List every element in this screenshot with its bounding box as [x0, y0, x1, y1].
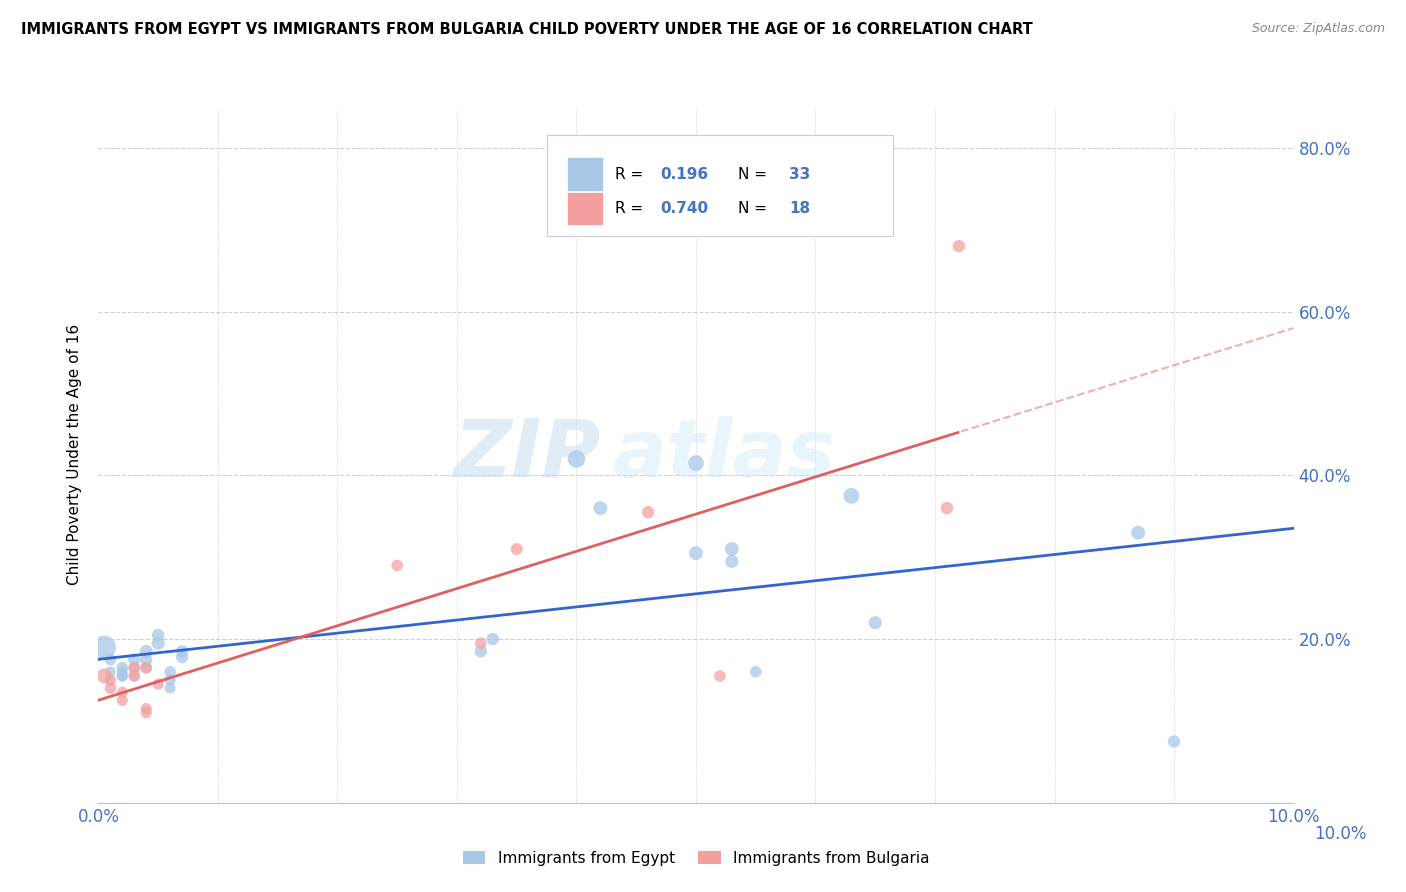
Point	[135, 706, 157, 720]
Point	[481, 632, 505, 646]
Text: R =: R =	[614, 202, 648, 216]
Point	[589, 501, 612, 516]
Point	[159, 681, 181, 696]
Text: 0.740: 0.740	[661, 202, 709, 216]
Point	[159, 673, 181, 687]
Point	[685, 456, 707, 470]
Text: atlas: atlas	[613, 416, 835, 494]
Text: ZIP: ZIP	[453, 416, 600, 494]
Point	[124, 669, 146, 683]
Point	[111, 661, 134, 675]
Point	[100, 665, 122, 679]
FancyBboxPatch shape	[547, 135, 893, 235]
Bar	[567, 192, 603, 226]
Point	[135, 701, 157, 715]
Text: 18: 18	[789, 202, 810, 216]
Point	[841, 489, 863, 503]
Legend: Immigrants from Egypt, Immigrants from Bulgaria: Immigrants from Egypt, Immigrants from B…	[457, 845, 935, 871]
Point	[172, 644, 194, 658]
Point	[135, 661, 157, 675]
Point	[948, 239, 970, 253]
Point	[93, 669, 115, 683]
Point	[124, 661, 146, 675]
Point	[565, 452, 588, 467]
Point	[100, 681, 122, 696]
Point	[1163, 734, 1185, 748]
Point	[135, 644, 157, 658]
Text: 0.196: 0.196	[661, 167, 709, 182]
Point	[1128, 525, 1150, 540]
Point	[936, 501, 959, 516]
Point	[470, 644, 492, 658]
Point	[93, 640, 115, 655]
Point	[100, 673, 122, 687]
Y-axis label: Child Poverty Under the Age of 16: Child Poverty Under the Age of 16	[67, 325, 83, 585]
Text: N =: N =	[738, 202, 772, 216]
Bar	[567, 157, 603, 191]
Point	[470, 636, 492, 650]
Point	[124, 669, 146, 683]
Point	[124, 652, 146, 666]
Point	[685, 546, 707, 560]
Point	[111, 693, 134, 707]
Point	[709, 669, 731, 683]
Point	[865, 615, 887, 630]
Point	[124, 661, 146, 675]
Point	[637, 505, 659, 519]
Point	[135, 661, 157, 675]
Point	[721, 554, 744, 568]
Point	[172, 650, 194, 665]
Point	[721, 542, 744, 557]
Point	[135, 652, 157, 666]
Point	[148, 628, 170, 642]
Point	[100, 652, 122, 666]
Point	[111, 669, 134, 683]
Point	[506, 542, 529, 557]
Point	[148, 636, 170, 650]
Point	[745, 665, 768, 679]
Point	[111, 665, 134, 679]
Point	[111, 669, 134, 683]
Point	[159, 665, 181, 679]
Text: N =: N =	[738, 167, 772, 182]
Text: 33: 33	[789, 167, 810, 182]
Text: R =: R =	[614, 167, 648, 182]
Point	[385, 558, 409, 573]
Point	[148, 677, 170, 691]
Text: 10.0%: 10.0%	[1315, 825, 1367, 843]
Text: IMMIGRANTS FROM EGYPT VS IMMIGRANTS FROM BULGARIA CHILD POVERTY UNDER THE AGE OF: IMMIGRANTS FROM EGYPT VS IMMIGRANTS FROM…	[21, 22, 1033, 37]
Text: Source: ZipAtlas.com: Source: ZipAtlas.com	[1251, 22, 1385, 36]
Point	[111, 685, 134, 699]
